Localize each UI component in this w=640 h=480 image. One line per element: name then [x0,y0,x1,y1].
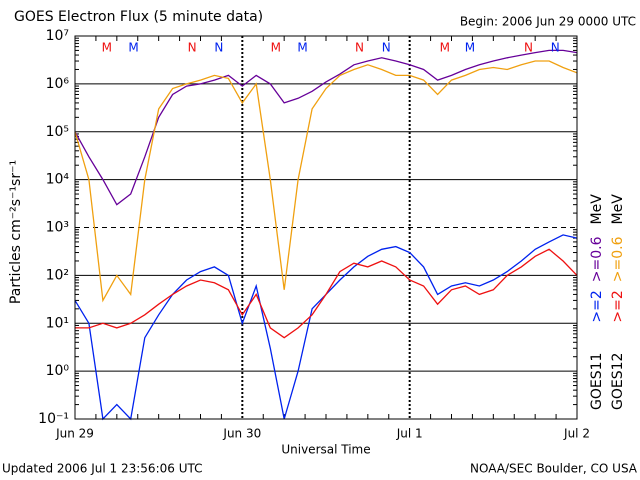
y-tick-label: 10⁷ [46,28,69,44]
x-tick-label: Jun 29 [55,427,94,441]
y-tick-label: 10² [46,267,69,283]
x-tick-label: Jul 2 [563,427,590,441]
footer-left: Updated 2006 Jul 1 23:56:06 UTC [2,462,202,476]
chart-subtitle: Begin: 2006 Jun 29 0000 UTC [460,15,636,29]
x-tick-label: Jun 30 [222,427,261,441]
annotation: N [551,41,560,55]
annotation: M [102,41,112,55]
legend-entry: GOES11 >=2 >=0.6 MeV [589,194,605,410]
annotation: M [465,41,475,55]
legend-text: MeV [589,194,605,225]
y-axis-label: Particles cm⁻²s⁻¹sr⁻¹ [8,160,24,304]
annotation: M [271,41,281,55]
chart-title: GOES Electron Flux (5 minute data) [14,9,263,25]
y-tick-label: 10⁻¹ [38,411,69,427]
y-tick-label: 10⁰ [46,363,70,379]
x-axis-label: Universal Time [281,443,370,457]
y-tick-label: 10⁶ [46,76,70,92]
legend-text: >=0.6 [589,236,605,282]
annotation: N [382,41,391,55]
y-tick-label: 10³ [46,220,69,236]
legend-text: GOES12 [610,353,626,410]
x-tick-label: Jul 1 [396,427,423,441]
annotation: N [524,41,533,55]
series-line [74,60,578,303]
annotation: M [297,41,307,55]
legend-text: MeV [610,194,626,225]
legend-text: GOES11 [589,353,605,410]
annotation: N [214,41,223,55]
annotation: N [188,41,197,55]
series-line [75,248,578,339]
legend-text: >=2 [589,290,605,322]
annotation: N [355,41,364,55]
annotation: M [440,41,450,55]
series-line [74,49,578,206]
legend-text: >=0.6 [610,236,626,282]
y-tick-label: 10⁴ [46,172,70,188]
y-tick-label: 10¹ [46,315,69,331]
plot-frame [74,35,578,420]
legend-entry: GOES12 >=2 >=0.6 MeV [610,194,626,410]
y-tick-label: 10⁵ [46,124,69,140]
footer-right: NOAA/SEC Boulder, CO USA [470,462,638,476]
legend-text: >=2 [610,290,626,322]
annotation: M [128,41,138,55]
